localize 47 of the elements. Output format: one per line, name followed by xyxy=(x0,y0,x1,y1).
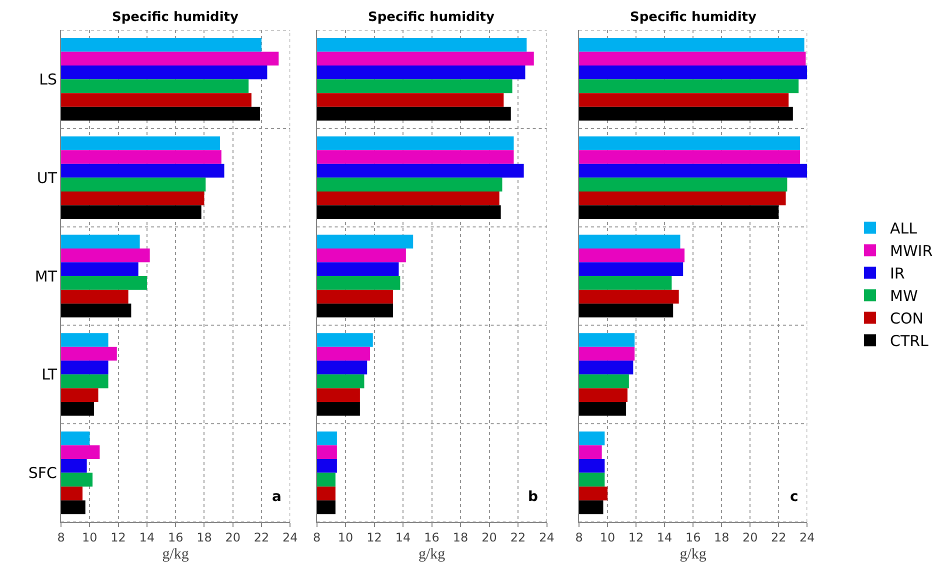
legend-label: CTRL xyxy=(890,332,930,350)
x-tick-label: 8 xyxy=(575,530,583,544)
y-tick-label: UT xyxy=(36,168,58,187)
y-tick-label: LT xyxy=(42,366,58,384)
x-tick-label: 12 xyxy=(628,530,644,544)
y-tick-label: LS xyxy=(39,70,58,89)
x-tick-label: 16 xyxy=(685,530,701,544)
legend-label: MW xyxy=(890,287,918,306)
x-tick-label: 24 xyxy=(800,530,815,544)
annotation: a xyxy=(272,489,282,505)
x-tick-label: 22 xyxy=(771,530,786,544)
x-axis-title: g/kg xyxy=(162,546,190,562)
chart-title: Specific humidity xyxy=(630,10,758,25)
x-tick-label: 20 xyxy=(742,530,758,544)
annotation: b xyxy=(528,489,538,505)
legend-label: IR xyxy=(890,264,905,283)
x-tick-label: 20 xyxy=(225,530,240,544)
x-tick-label: 22 xyxy=(254,530,270,544)
chart-title: Specific humidity xyxy=(368,10,496,25)
x-axis-title: g/kg xyxy=(680,546,707,562)
x-tick-label: 12 xyxy=(366,530,382,544)
annotation: c xyxy=(790,489,798,505)
legend-label: CON xyxy=(890,310,924,328)
x-tick-label: 18 xyxy=(196,530,212,544)
x-axis-title: g/kg xyxy=(418,546,446,562)
x-tick-label: 10 xyxy=(600,530,616,544)
x-tick-label: 14 xyxy=(656,530,672,544)
x-tick-label: 14 xyxy=(395,530,411,544)
x-tick-label: 14 xyxy=(139,530,155,544)
x-tick-label: 18 xyxy=(714,530,730,544)
x-tick-label: 8 xyxy=(57,530,65,544)
x-tick-label: 16 xyxy=(168,530,184,544)
x-tick-label: 22 xyxy=(510,530,526,544)
x-tick-label: 12 xyxy=(110,530,126,544)
x-tick-label: 8 xyxy=(312,530,321,544)
y-tick-label: SFC xyxy=(28,464,58,482)
x-tick-label: 16 xyxy=(424,530,440,544)
x-tick-label: 10 xyxy=(82,530,98,544)
x-tick-label: 20 xyxy=(482,530,497,544)
x-tick-label: 24 xyxy=(282,530,298,544)
chart-title: Specific humidity xyxy=(112,10,240,25)
y-tick-label: MT xyxy=(34,267,58,286)
x-tick-label: 24 xyxy=(539,530,554,544)
legend-label: MWIR xyxy=(890,242,933,260)
x-tick-label: 18 xyxy=(452,530,468,544)
legend-label: ALL xyxy=(890,220,918,238)
x-tick-label: 10 xyxy=(338,530,354,544)
